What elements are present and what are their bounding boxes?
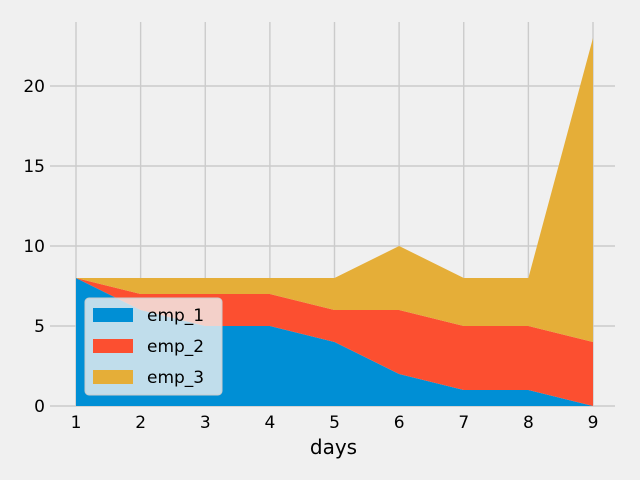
x-tick-label: 2 (135, 413, 146, 433)
y-tick-labels: 0 5 10 15 20 (23, 77, 45, 417)
x-tick-label: 6 (394, 413, 405, 433)
y-tick-label: 20 (23, 77, 45, 97)
x-tick-label: 4 (264, 413, 275, 433)
y-tick-label: 15 (23, 157, 45, 177)
x-tick-label: 1 (71, 413, 82, 433)
area-emp_3 (76, 38, 593, 342)
x-tick-label: 8 (523, 413, 534, 433)
legend-swatch-emp_2 (93, 339, 133, 353)
legend-swatch-emp_3 (93, 370, 133, 384)
legend-swatch-emp_1 (93, 308, 133, 322)
x-tick-label: 3 (200, 413, 211, 433)
y-tick-label: 0 (34, 397, 45, 417)
legend-label-emp_2: emp_2 (147, 337, 204, 357)
x-tick-label: 9 (588, 413, 599, 433)
y-tick-label: 10 (23, 237, 45, 257)
x-tick-label: 5 (329, 413, 340, 433)
x-tick-label: 7 (458, 413, 469, 433)
legend: emp_1 emp_2 emp_3 (84, 297, 223, 396)
x-tick-labels: 1 2 3 4 5 6 7 8 9 (71, 413, 599, 433)
legend-label-emp_1: emp_1 (147, 306, 204, 326)
y-tick-label: 5 (34, 317, 45, 337)
x-axis-label: days (310, 435, 357, 459)
legend-label-emp_3: emp_3 (147, 368, 204, 388)
